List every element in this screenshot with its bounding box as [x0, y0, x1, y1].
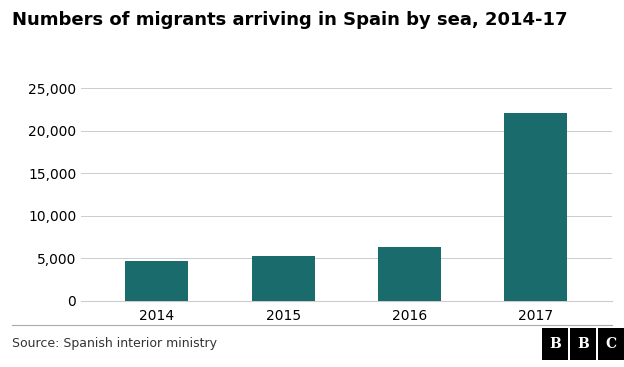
- Text: Source: Spanish interior ministry: Source: Spanish interior ministry: [12, 337, 218, 350]
- Bar: [378, 247, 441, 301]
- Bar: [251, 256, 314, 301]
- Text: B: B: [577, 337, 588, 351]
- Text: Numbers of migrants arriving in Spain by sea, 2014-17: Numbers of migrants arriving in Spain by…: [12, 11, 568, 29]
- Bar: [125, 261, 188, 301]
- Text: C: C: [605, 337, 617, 351]
- Bar: [504, 113, 567, 301]
- Text: B: B: [549, 337, 560, 351]
